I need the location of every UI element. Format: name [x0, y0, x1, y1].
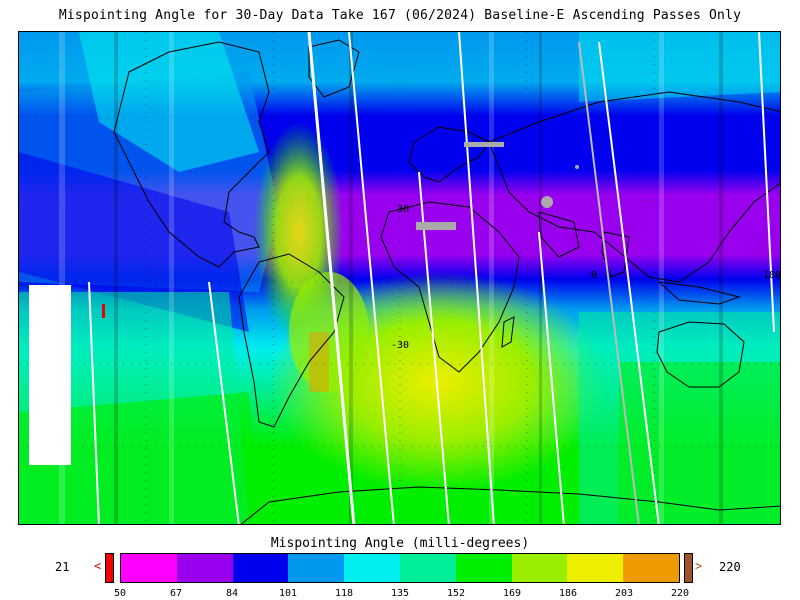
data-gaps [29, 32, 775, 524]
colorbar-tick-label: 84 [225, 588, 239, 599]
lon-label-0: 0 [591, 270, 597, 281]
over-arrow: > [695, 559, 703, 573]
map-panel: 30 -30 0 180 [18, 31, 781, 525]
colorbar-segment [288, 554, 345, 582]
colorbar-segment [344, 554, 400, 582]
colorbar-segment [399, 554, 456, 582]
colorbar-tick-label: 169 [502, 588, 522, 599]
lon-label-180: 180 [763, 270, 781, 281]
colorbar-segment [176, 554, 233, 582]
orbit-striations [59, 32, 723, 524]
lat-label-minus-30: -30 [391, 340, 409, 351]
colorbar-segment [232, 554, 289, 582]
colorbar-segment [455, 554, 512, 582]
colorbar-tick-label: 220 [670, 588, 690, 599]
colorbar-max-value: 220 [719, 560, 741, 574]
plot-title: Mispointing Angle for 30-Day Data Take 1… [58, 8, 742, 23]
map-canvas: 30 -30 0 180 [19, 32, 781, 524]
under-arrow: < [94, 559, 102, 573]
colorbar-segment [623, 554, 679, 582]
colorbar-tick-label: 203 [614, 588, 634, 599]
colorbar-ticks: 50 67 84 101 118 135 152 169 186 203 220 [114, 588, 689, 600]
colorbar-segment [567, 554, 624, 582]
colorbar-tick-label: 186 [558, 588, 578, 599]
colorbar [120, 553, 680, 583]
colorbar-segment [121, 554, 177, 582]
colorbar-tick-label: 118 [334, 588, 354, 599]
colorbar-segment [511, 554, 568, 582]
under-range-swatch [105, 553, 114, 583]
coastlines [113, 39, 780, 524]
colorbar-tick-label: 152 [446, 588, 466, 599]
colorbar-tick-label: 50 [113, 588, 127, 599]
colorbar-min-value: 21 [55, 560, 70, 574]
lat-label-30: 30 [397, 204, 409, 215]
over-range-swatch [684, 553, 693, 583]
colorbar-tick-label: 135 [390, 588, 410, 599]
colorbar-tick-label: 101 [278, 588, 298, 599]
colorbar-tick-label: 67 [169, 588, 183, 599]
colorbar-title: Mispointing Angle (milli-degrees) [270, 536, 530, 551]
